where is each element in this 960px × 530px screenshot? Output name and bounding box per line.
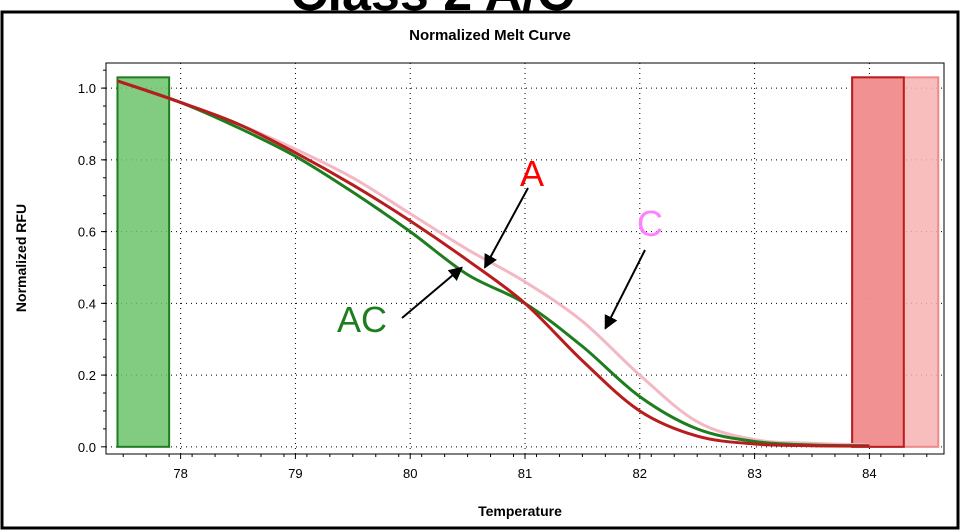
x-tick-label-6: 84 [862, 466, 876, 481]
slide-title: Class 2 A/C [290, 0, 574, 22]
chart-title: Normalized Melt Curve [409, 27, 571, 44]
annotation-label-1: C [637, 203, 663, 244]
y-tick-label-4: 0.8 [78, 153, 96, 168]
x-tick-label-2: 80 [403, 466, 417, 481]
y-axis-label: Normalized RFU [13, 204, 29, 312]
x-tick-label-3: 81 [518, 466, 532, 481]
y-tick-label-1: 0.2 [78, 368, 96, 383]
x-tick-label-5: 83 [747, 466, 761, 481]
annotation-arrow-1 [604, 249, 646, 330]
melt-regions [116, 76, 940, 448]
axis-ticks: 78 79 80 81 82 83 84 0.0 0.2 0.4 0.6 0.8 1.0 [78, 69, 928, 481]
y-tick-label-0: 0.0 [78, 440, 96, 455]
x-axis-label: Temperature [478, 503, 562, 519]
x-tick-label-0: 78 [173, 466, 187, 481]
annotation-arrow-0 [483, 187, 529, 269]
x-tick-label-4: 82 [633, 466, 647, 481]
series-line-2 [116, 79, 870, 448]
y-tick-label-3: 0.6 [78, 225, 96, 240]
y-tick-label-5: 1.0 [78, 81, 96, 96]
melt-region-2 [116, 76, 171, 448]
y-tick-label-2: 0.4 [78, 296, 96, 311]
annotation-arrow-2 [401, 266, 463, 319]
x-tick-label-1: 79 [288, 466, 302, 481]
annotation-label-0: A [520, 153, 544, 194]
series-line-1 [116, 79, 870, 448]
annotation-label-2: AC [337, 299, 387, 340]
melt-region-1 [851, 76, 905, 448]
